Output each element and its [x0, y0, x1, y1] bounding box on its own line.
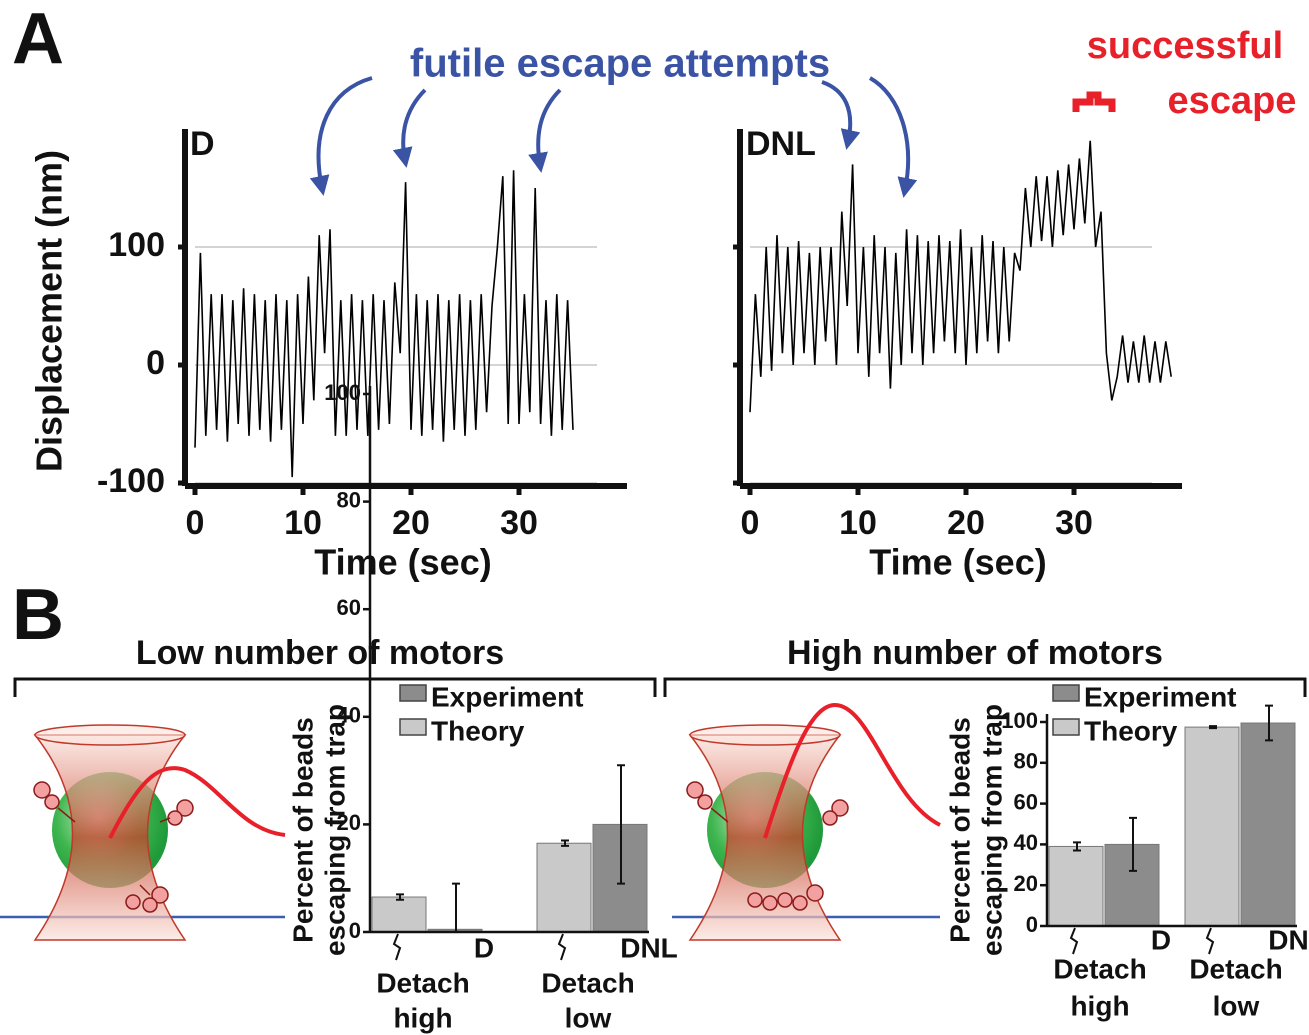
y-axis-label: Percent of beads	[287, 717, 318, 943]
x-tick-label: Detach	[1053, 953, 1146, 984]
x-tick-label: 30	[1055, 504, 1093, 542]
chart-label: DNL	[746, 125, 816, 163]
y-axis-label: Displacement (nm)	[29, 150, 70, 472]
plot-area	[1048, 704, 1296, 926]
x-tick-label: 10	[839, 504, 877, 542]
error-bar	[452, 882, 460, 932]
error-bar	[1073, 841, 1081, 852]
legend-label: Experiment	[431, 681, 584, 712]
x-tick-label: D	[474, 932, 494, 963]
y-tick-label: 100	[108, 226, 165, 264]
annotation: escape	[1168, 80, 1297, 122]
y-axis-label: Percent of beads	[944, 717, 975, 943]
y-axis-label: escaping from trap	[976, 704, 1007, 956]
x-tick-label: 20	[392, 504, 430, 542]
y-tick-label: 40	[1014, 830, 1038, 855]
chart-title: High number of motors	[787, 634, 1163, 672]
plot-area	[371, 764, 648, 932]
error-bar	[617, 764, 625, 885]
legend-label: Theory	[431, 715, 525, 746]
x-tick-label: 30	[500, 504, 538, 542]
x-tick-label: Detach	[376, 967, 469, 998]
x-tick-label: D	[1151, 924, 1171, 955]
escape-icon	[1072, 91, 1116, 112]
error-bar	[1209, 725, 1217, 730]
annotation: successful	[1087, 25, 1283, 67]
x-tick-label: low	[1213, 990, 1260, 1021]
label-pointer	[392, 933, 402, 961]
legend-swatch	[1052, 718, 1080, 736]
label-pointer	[1205, 927, 1215, 955]
legend-swatch	[399, 718, 427, 736]
annotation-arrows	[309, 76, 918, 198]
x-tick-label: high	[1070, 990, 1129, 1021]
error-bar	[1265, 704, 1273, 742]
y-tick-label: -100	[97, 462, 165, 500]
y-tick-label: 0	[1026, 912, 1038, 937]
error-bar	[1129, 816, 1137, 872]
x-tick-label: DNL	[1268, 924, 1309, 955]
y-tick-label: 60	[1014, 789, 1038, 814]
x-tick-label: Detach	[541, 967, 634, 998]
bar	[371, 896, 427, 932]
y-tick-label: 100	[1001, 708, 1038, 733]
x-tick-label: Detach	[1189, 953, 1282, 984]
x-tick-label: 10	[284, 504, 322, 542]
error-bar	[396, 893, 404, 901]
x-axis-label: Time (sec)	[869, 542, 1046, 583]
bar	[1048, 845, 1104, 926]
x-tick-label: DNL	[620, 932, 678, 963]
y-tick-label: 80	[337, 487, 361, 512]
y-tick-label: 80	[1014, 749, 1038, 774]
legend-swatch	[1052, 684, 1080, 702]
trap-diagram	[672, 702, 941, 941]
x-tick-label: 20	[947, 504, 985, 542]
y-tick-label: 20	[1014, 871, 1038, 896]
y-tick-label: 0	[349, 918, 361, 943]
y-axis-label: escaping from trap	[319, 704, 350, 956]
x-axis-label: Time (sec)	[314, 542, 491, 583]
legend-swatch	[399, 684, 427, 702]
error-bar	[561, 839, 569, 847]
panel-label: B	[12, 575, 64, 655]
label-pointer	[1069, 927, 1079, 955]
trap-diagram	[0, 724, 286, 941]
label-pointer	[557, 933, 567, 961]
y-tick-label: 20	[337, 810, 361, 835]
y-tick-label: 0	[146, 344, 165, 382]
y-tick-label: 60	[337, 595, 361, 620]
bar	[536, 842, 592, 932]
x-tick-label: high	[393, 1002, 452, 1033]
bar	[1240, 722, 1296, 926]
bar	[1184, 726, 1240, 926]
annotation: futile escape attempts	[410, 42, 830, 86]
panel-label: A	[12, 0, 64, 79]
y-tick-label: 100	[324, 380, 361, 405]
x-tick-label: 0	[741, 504, 760, 542]
y-tick-label: 40	[337, 703, 361, 728]
x-tick-label: low	[565, 1002, 612, 1033]
trace	[194, 170, 574, 478]
legend-label: Theory	[1084, 715, 1178, 746]
legend-label: Experiment	[1084, 681, 1237, 712]
chart-label: D	[190, 125, 215, 163]
x-tick-label: 0	[186, 504, 205, 542]
bracket	[13, 677, 1307, 697]
chart-title: Low number of motors	[136, 634, 504, 672]
trace	[749, 140, 1172, 413]
